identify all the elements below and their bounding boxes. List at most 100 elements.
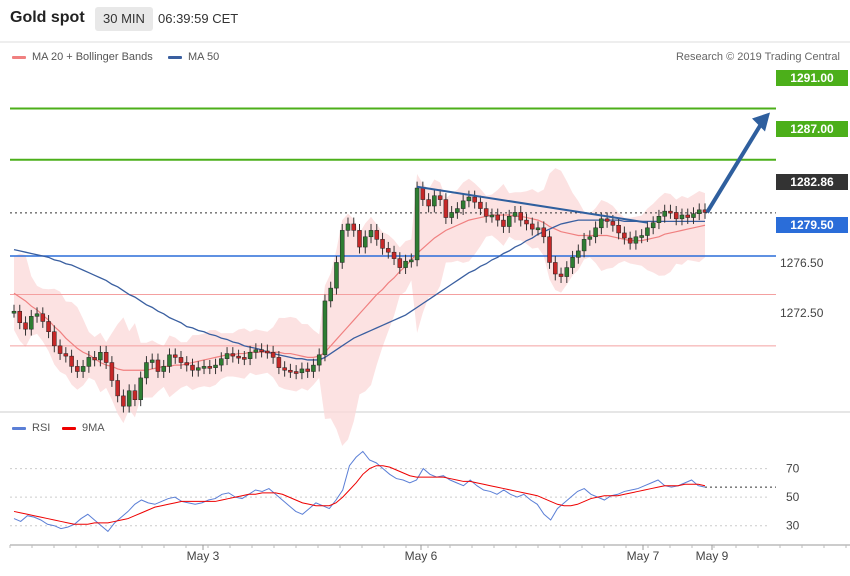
candle: [270, 352, 276, 358]
candle: [696, 209, 702, 214]
candle: [230, 353, 236, 357]
candle: [403, 260, 408, 268]
candle: [679, 214, 685, 220]
x-tick-label: May 9: [696, 549, 729, 563]
candle: [190, 364, 195, 371]
timeframe-selector[interactable]: 30 MIN: [95, 7, 153, 31]
candle: [553, 262, 558, 275]
target-arrow-shaft: [705, 121, 764, 214]
bollinger-band: [14, 168, 705, 446]
candle: [207, 366, 213, 369]
legend-rsi: RSI: [12, 422, 50, 434]
candle: [530, 223, 535, 230]
candle: [259, 349, 264, 352]
candle: [506, 216, 512, 227]
candle: [599, 218, 604, 229]
candle: [581, 239, 587, 252]
candle: [495, 214, 500, 221]
ma50-line: [13, 219, 705, 361]
candle: [397, 258, 403, 268]
candle: [219, 358, 224, 366]
candle: [109, 362, 115, 381]
candle: [512, 212, 518, 217]
level-tag-1279: 1279.50: [776, 217, 848, 233]
candle: [368, 230, 374, 238]
candle: [288, 369, 293, 373]
candle: [478, 201, 483, 209]
candle: [374, 230, 380, 240]
legend-9ma-label: 9MA: [82, 422, 105, 434]
candle: [547, 236, 552, 263]
candle: [363, 236, 368, 248]
candle: [103, 352, 109, 363]
candle: [132, 390, 138, 400]
candle: [380, 239, 385, 249]
candle: [639, 235, 644, 238]
ma50-swatch: [168, 55, 182, 59]
candle: [92, 357, 97, 361]
candle: [437, 195, 443, 200]
level-label-1272: 1272.50: [780, 306, 824, 320]
target-arrow-head: [752, 112, 770, 132]
candle: [29, 316, 34, 330]
candle: [443, 199, 449, 218]
rsi-line-9MA: [13, 465, 706, 525]
candle: [668, 210, 673, 214]
candle: [242, 357, 247, 360]
rsi-tick-30: 30: [786, 519, 800, 533]
rsi-swatch: [12, 426, 26, 430]
candle: [265, 350, 270, 354]
candle: [276, 357, 282, 368]
candle: [570, 257, 575, 268]
candle: [627, 237, 633, 244]
candle: [685, 214, 690, 218]
candle: [576, 250, 581, 258]
candle: [178, 357, 184, 363]
candle: [167, 354, 172, 367]
rsi-tick-70: 70: [786, 462, 800, 476]
candle: [247, 352, 253, 359]
candle: [328, 287, 333, 302]
candle: [662, 210, 667, 217]
candle: [455, 208, 460, 213]
candle: [518, 212, 523, 221]
legend-ma50-label: MA 50: [188, 51, 220, 63]
candle: [432, 195, 437, 207]
candle: [386, 248, 391, 253]
candle: [345, 223, 351, 231]
candle: [541, 227, 547, 238]
candle: [40, 313, 46, 322]
timestamp: 06:39:59 CET: [158, 11, 239, 26]
candle: [11, 310, 17, 314]
candle: [604, 218, 610, 222]
candle: [391, 251, 397, 259]
candle: [172, 354, 178, 358]
legend-ma20-label: MA 20 + Bollinger Bands: [32, 51, 153, 63]
candle: [472, 196, 477, 203]
candle: [535, 227, 541, 231]
candle: [645, 227, 650, 236]
candle: [253, 349, 259, 353]
candle: [224, 353, 230, 359]
candle: [86, 357, 92, 367]
x-tick-label: May 6: [405, 549, 438, 563]
candle: [201, 366, 207, 369]
legend-rsi-label: RSI: [32, 422, 51, 434]
candle: [305, 368, 310, 372]
candle: [115, 380, 120, 397]
candle: [311, 364, 316, 372]
last-price-tag: 1282.86: [776, 174, 848, 190]
legend-ma20: MA 20 + Bollinger Bands: [12, 51, 153, 63]
x-tick-label: May 7: [627, 549, 660, 563]
ma9-swatch: [62, 426, 76, 430]
candle: [489, 214, 495, 218]
candle: [52, 331, 57, 347]
level-tag-1287: 1287.00: [776, 121, 848, 137]
level-tag-1291: 1291.00: [776, 70, 848, 86]
credit-text: Research © 2019 Trading Central: [675, 51, 840, 63]
candle: [17, 310, 23, 324]
candle: [184, 362, 189, 366]
candle: [593, 227, 598, 238]
ma20-swatch: [12, 55, 26, 59]
